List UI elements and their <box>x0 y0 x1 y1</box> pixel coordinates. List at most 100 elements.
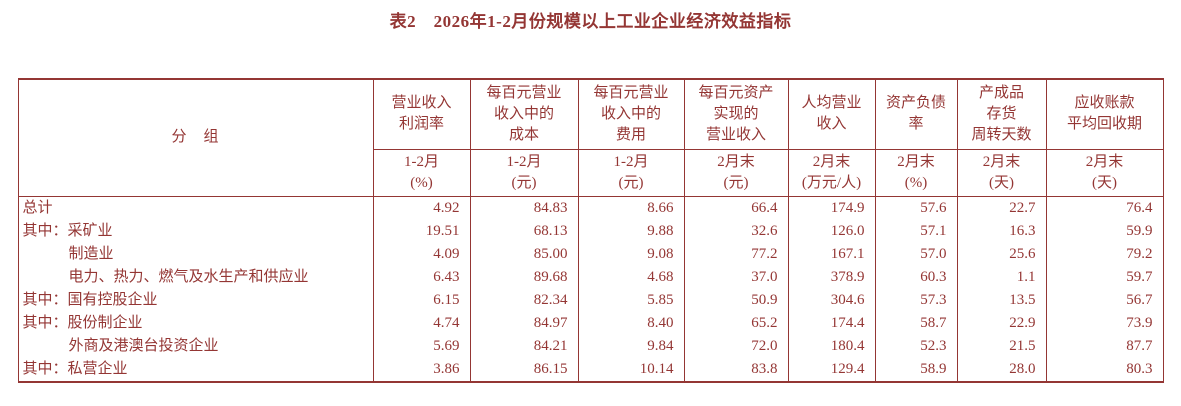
row-label: 外商及港澳台投资企业 <box>17 334 374 358</box>
column-subheader-line: (%) <box>410 174 433 191</box>
cell-value: 1.1 <box>956 265 1047 289</box>
column-subheader-line: 2月末 <box>897 153 935 170</box>
cell-value: 4.92 <box>372 196 471 220</box>
column-subheader-line: (元) <box>618 174 644 191</box>
cell-value: 79.2 <box>1045 242 1164 266</box>
cell-value: 76.4 <box>1045 196 1164 220</box>
column-subheader: 1-2月 (%) <box>372 148 471 197</box>
cell-value: 28.0 <box>956 357 1047 382</box>
cell-value: 82.34 <box>469 288 579 312</box>
cell-value: 86.15 <box>469 357 579 382</box>
column-header: 人均营业 收入 <box>787 78 876 150</box>
column-subheader: 2月末 (天) <box>956 148 1047 197</box>
table-row: 其中：采矿业 19.51 68.13 9.88 32.6 126.0 57.1 16.3 59.… <box>17 219 1164 243</box>
cell-value: 304.6 <box>787 288 876 312</box>
cell-value: 60.3 <box>874 265 958 289</box>
cell-value: 8.40 <box>577 311 685 335</box>
row-label: 其中：采矿业 <box>17 219 374 243</box>
table-title: 表2 2026年1-2月份规模以上工业企业经济效益指标 <box>389 12 792 31</box>
cell-value: 6.15 <box>372 288 471 312</box>
cell-value: 56.7 <box>1045 288 1164 312</box>
table-row: 其中：股份制企业 4.74 84.97 8.40 65.2 174.4 58.7 22.9 73… <box>17 311 1164 335</box>
column-header: 每百元资产 实现的 营业收入 <box>683 78 789 150</box>
cell-value: 167.1 <box>787 242 876 266</box>
cell-value: 83.8 <box>683 357 789 382</box>
cell-value: 57.3 <box>874 288 958 312</box>
column-header: 每百元营业 收入中的 成本 <box>469 78 579 150</box>
cell-value: 72.0 <box>683 334 789 358</box>
group-column-header: 分 组 <box>17 78 374 197</box>
column-header-line: 每百元营业 <box>486 84 562 101</box>
cell-value: 129.4 <box>787 357 876 382</box>
column-subheader-line: (%) <box>904 174 928 191</box>
column-subheader-line: 2月末 <box>982 153 1021 170</box>
column-subheader: 2月末 (万元/人) <box>787 148 876 197</box>
row-label: 制造业 <box>17 242 374 266</box>
cell-value: 58.9 <box>874 357 958 382</box>
cell-value: 21.5 <box>956 334 1047 358</box>
cell-value: 32.6 <box>683 219 789 243</box>
cell-value: 9.88 <box>577 219 685 243</box>
cell-value: 4.09 <box>372 242 471 266</box>
cell-value: 84.97 <box>469 311 579 335</box>
cell-value: 4.74 <box>372 311 471 335</box>
cell-value: 126.0 <box>787 219 876 243</box>
cell-value: 9.84 <box>577 334 685 358</box>
column-subheader-line: (天) <box>989 174 1014 191</box>
column-header-line: 人均营业 <box>801 95 862 112</box>
table-row: 总计 4.92 84.83 8.66 66.4 174.9 57.6 22.7 76.4 <box>17 196 1164 220</box>
cell-value: 16.3 <box>956 219 1047 243</box>
column-header-line: 资产负债 <box>885 95 946 112</box>
cell-value: 180.4 <box>787 334 876 358</box>
column-header-line: 营业收入 <box>391 95 452 112</box>
cell-value: 19.51 <box>372 219 471 243</box>
row-label: 电力、热力、燃气及水生产和供应业 <box>17 265 374 289</box>
cell-value: 80.3 <box>1045 357 1164 382</box>
cell-value: 85.00 <box>469 242 579 266</box>
column-header-line: 费用 <box>615 126 646 143</box>
cell-value: 8.66 <box>577 196 685 220</box>
column-subheader-line: (元) <box>723 174 749 191</box>
economic-indicators-table: 分 组 营业收入 利润率 每百元营业 收入中的 成本 每百元营业 收入中的 费用 每百元资产 实现… <box>17 78 1164 383</box>
cell-value: 77.2 <box>683 242 789 266</box>
table-header: 分 组 营业收入 利润率 每百元营业 收入中的 成本 每百元营业 收入中的 费用 每百元资产 实现… <box>17 78 1164 197</box>
column-subheader: 2月末 (天) <box>1045 148 1164 197</box>
column-header: 资产负债率 <box>874 78 958 150</box>
cell-value: 5.69 <box>372 334 471 358</box>
cell-value: 73.9 <box>1045 311 1164 335</box>
column-subheader-line: 1-2月 <box>613 153 649 170</box>
column-subheader: 2月末 (元) <box>683 148 789 197</box>
column-subheader-line: 1-2月 <box>404 153 439 170</box>
column-header-line: 平均回收期 <box>1066 116 1142 133</box>
row-label: 总计 <box>17 196 374 220</box>
cell-value: 58.7 <box>874 311 958 335</box>
cell-value: 87.7 <box>1045 334 1164 358</box>
column-header-line: 应收账款 <box>1074 95 1135 112</box>
column-subheader-line: 2月末 <box>1085 153 1124 170</box>
cell-value: 3.86 <box>372 357 471 382</box>
column-header: 产成品 存货 周转天数 <box>956 78 1047 150</box>
row-label: 其中：国有控股企业 <box>17 288 374 312</box>
header-unit-row: 1-2月 (%) 1-2月 (元) 1-2月 (元) 2月末 (元) 2月末 (万元/人) 2月末 (… <box>18 148 1164 197</box>
cell-value: 52.3 <box>874 334 958 358</box>
cell-value: 13.5 <box>956 288 1047 312</box>
column-header: 每百元营业 收入中的 费用 <box>577 78 685 150</box>
column-header-line: 周转天数 <box>971 126 1032 143</box>
column-header-line: 收入 <box>816 116 847 133</box>
column-header: 营业收入 利润率 <box>372 78 471 150</box>
column-subheader: 1-2月 (元) <box>469 148 579 197</box>
cell-value: 65.2 <box>683 311 789 335</box>
cell-value: 174.4 <box>787 311 876 335</box>
row-label: 其中：股份制企业 <box>17 311 374 335</box>
cell-value: 25.6 <box>956 242 1047 266</box>
cell-value: 59.9 <box>1045 219 1164 243</box>
cell-value: 37.0 <box>683 265 789 289</box>
cell-value: 89.68 <box>469 265 579 289</box>
column-subheader-line: 1-2月 <box>506 153 542 170</box>
column-subheader-line: 2月末 <box>717 153 755 170</box>
column-subheader: 2月末 (%) <box>874 148 958 197</box>
cell-value: 378.9 <box>787 265 876 289</box>
cell-value: 57.1 <box>874 219 958 243</box>
column-header-line: 成本 <box>508 126 539 143</box>
table-row: 电力、热力、燃气及水生产和供应业 6.43 89.68 4.68 37.0 378.9 60… <box>17 265 1164 289</box>
